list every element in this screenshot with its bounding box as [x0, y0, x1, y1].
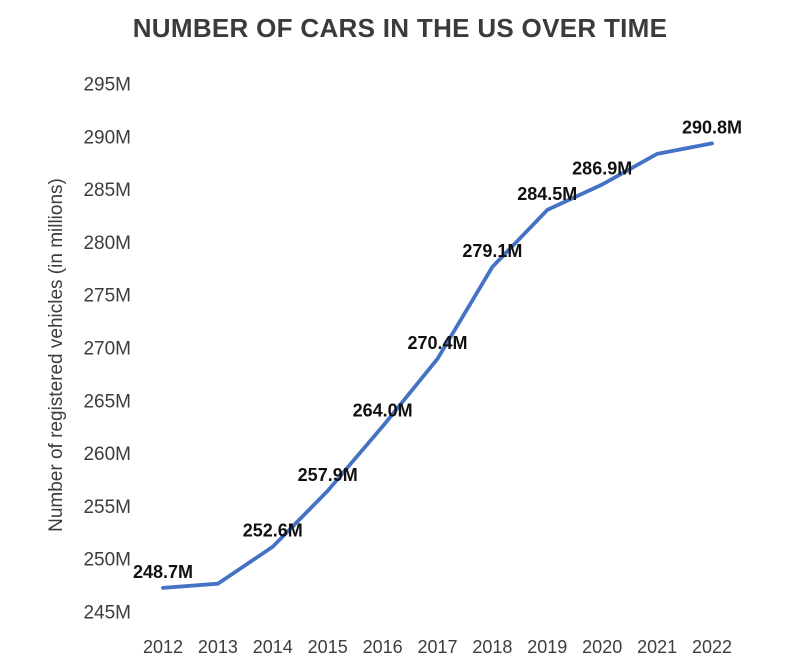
x-tick-label: 2021 [637, 637, 677, 657]
x-tick-label: 2018 [472, 637, 512, 657]
data-point-label: 279.1M [462, 241, 522, 261]
y-tick-label: 250M [83, 550, 131, 571]
y-tick-label: 285M [83, 180, 131, 201]
y-tick-label: 295M [83, 75, 131, 96]
y-tick-label: 270M [83, 339, 131, 360]
y-tick-label: 255M [83, 497, 131, 518]
data-point-label: 290.8M [682, 117, 742, 137]
y-tick-label: 280M [83, 233, 131, 254]
y-tick-label: 290M [83, 127, 131, 148]
y-tick-label: 245M [83, 603, 131, 624]
x-tick-label: 2017 [417, 637, 457, 657]
data-point-label: 264.0M [353, 400, 413, 420]
x-tick-label: 2015 [308, 637, 348, 657]
data-point-label: 270.4M [407, 333, 467, 353]
x-tick-label: 2016 [363, 637, 403, 657]
x-tick-label: 2020 [582, 637, 622, 657]
x-tick-label: 2022 [692, 637, 732, 657]
chart-title: NUMBER OF CARS IN THE US OVER TIME [132, 13, 668, 43]
trend-line [161, 141, 714, 590]
y-tick-label: 275M [83, 286, 131, 307]
data-point-label: 248.7M [133, 562, 193, 582]
x-tick-label: 2019 [527, 637, 567, 657]
data-point-label: 257.9M [298, 465, 358, 485]
data-point-label: 286.9M [572, 159, 632, 179]
y-tick-label: 265M [83, 391, 131, 412]
data-point-label: 252.6M [243, 521, 303, 541]
x-tick-label: 2012 [143, 637, 183, 657]
y-tick-label: 260M [83, 444, 131, 465]
data-point-label: 284.5M [517, 184, 577, 204]
x-tick-label: 2014 [253, 637, 293, 657]
x-tick-label: 2013 [198, 637, 238, 657]
